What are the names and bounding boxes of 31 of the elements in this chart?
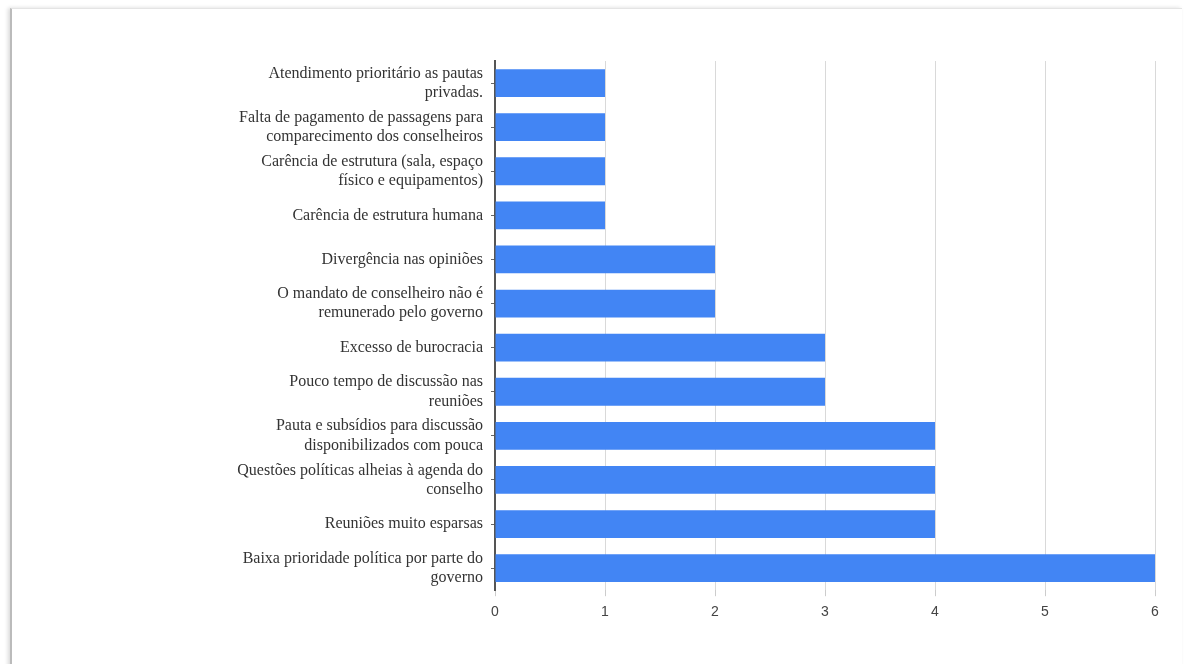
y-tick-label: Pauta e subsídios para discussão disponibilizados com pouca xyxy=(275,416,483,454)
bar xyxy=(495,554,1155,583)
y-tick-label: Falta de pagamento de passagens para comparecimento dos conselheiros xyxy=(239,107,483,145)
bar xyxy=(495,69,605,97)
y-tick-label: O mandato de conselheiro não é remunerado pelo governo xyxy=(277,284,483,322)
x-tick-label: 4 xyxy=(931,603,940,620)
y-tick-label: Atendimento prioritário as pautas privadas. xyxy=(268,63,483,101)
x-tick-label: 5 xyxy=(1041,603,1050,620)
bar xyxy=(495,157,605,186)
bar xyxy=(495,245,715,274)
x-tick-label: 6 xyxy=(1151,603,1160,620)
x-tick-label: 1 xyxy=(601,603,610,620)
y-tick-label: Pouco tempo de discussão nas reuniões xyxy=(289,372,483,409)
bar xyxy=(495,201,605,230)
bar xyxy=(495,333,825,362)
bar xyxy=(495,377,825,406)
y-tick-label: Carência de estrutura humana xyxy=(292,205,483,223)
y-tick-label: Reuniões muito esparsas xyxy=(324,514,483,533)
y-tick-label: Baixa prioridade política por parte do governo xyxy=(242,548,483,586)
bar xyxy=(495,510,935,538)
bar xyxy=(495,466,935,494)
bar xyxy=(495,113,605,142)
y-tick-label: Carência de estrutura (sala, espaço físico e equipamentos) xyxy=(261,151,483,190)
y-tick-label: Excesso de burocracia xyxy=(339,337,483,355)
x-tick-label: 0 xyxy=(491,603,500,620)
y-tick-label: Divergência nas opiniões xyxy=(321,249,483,268)
x-tick-label: 2 xyxy=(711,603,720,620)
x-tick-label: 3 xyxy=(821,603,830,620)
bar xyxy=(495,289,715,318)
y-tick-label: Questões políticas alheias à agenda do conselho xyxy=(237,460,483,497)
bar xyxy=(495,421,935,450)
